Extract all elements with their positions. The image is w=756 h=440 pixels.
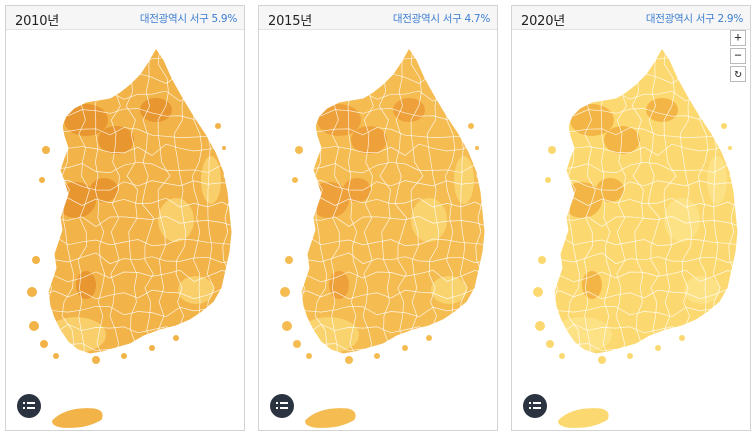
year-label: 2020년 xyxy=(521,14,566,29)
zoom-controls: + − ↻ xyxy=(730,30,746,84)
legend-list-icon xyxy=(23,402,35,409)
island-region xyxy=(215,123,221,129)
island-region xyxy=(27,287,37,297)
year-label: 2015년 xyxy=(268,14,313,29)
jeju-island xyxy=(304,407,357,429)
island-region xyxy=(728,146,732,150)
island-region xyxy=(280,287,290,297)
reset-view-button[interactable]: ↻ xyxy=(730,66,746,82)
island-region xyxy=(282,321,292,331)
panel-header: 2010년 대전광역시 서구 5.9% xyxy=(6,6,244,30)
district-region xyxy=(201,156,221,204)
zoom-in-button[interactable]: + xyxy=(730,30,746,46)
district-region xyxy=(393,98,425,122)
district-region xyxy=(98,126,134,154)
district-region xyxy=(351,126,387,154)
district-region xyxy=(317,104,361,136)
island-region xyxy=(39,177,45,183)
legend-button[interactable] xyxy=(17,394,41,418)
island-region xyxy=(559,353,565,359)
legend-button[interactable] xyxy=(523,394,547,418)
zoom-out-button[interactable]: − xyxy=(730,48,746,64)
legend-list-icon xyxy=(529,402,541,409)
district-region xyxy=(64,104,108,136)
korea-choropleth-map[interactable] xyxy=(512,30,750,430)
island-region xyxy=(538,256,546,264)
island-region xyxy=(292,177,298,183)
map-panel-2020: 2020년 대전광역시 서구 2.9% + − ↻ xyxy=(511,5,751,431)
district-region xyxy=(454,156,474,204)
district-region xyxy=(582,271,602,299)
island-region xyxy=(548,146,556,154)
year-label: 2010년 xyxy=(15,14,60,29)
panel-header: 2015년 대전광역시 서구 4.7% xyxy=(259,6,497,30)
island-region xyxy=(546,340,554,348)
island-region xyxy=(121,353,127,359)
district-region xyxy=(48,317,106,353)
panel-header: 2020년 대전광역시 서구 2.9% xyxy=(512,6,750,30)
island-region xyxy=(173,335,179,341)
island-region xyxy=(295,146,303,154)
district-region xyxy=(301,317,359,353)
island-region xyxy=(92,356,100,364)
legend-list-icon xyxy=(276,402,288,409)
island-region xyxy=(598,356,606,364)
island-region xyxy=(149,345,155,351)
island-region xyxy=(40,340,48,348)
island-region xyxy=(535,321,545,331)
selected-region-value: 대전광역시 서구 5.9% xyxy=(139,13,237,25)
district-region xyxy=(707,156,727,204)
korea-choropleth-map[interactable] xyxy=(6,30,244,430)
district-region xyxy=(646,98,678,122)
island-region xyxy=(679,335,685,341)
district-region xyxy=(431,276,467,304)
jeju-island xyxy=(557,407,610,429)
island-region xyxy=(345,356,353,364)
island-region xyxy=(293,340,301,348)
island-region xyxy=(285,256,293,264)
district-region xyxy=(140,98,172,122)
island-region xyxy=(32,256,40,264)
map-panel-2010: 2010년 대전광역시 서구 5.9% xyxy=(5,5,245,431)
district-region xyxy=(178,276,214,304)
island-region xyxy=(475,146,479,150)
jeju-island xyxy=(51,407,104,429)
district-region xyxy=(411,198,447,242)
island-region xyxy=(222,146,226,150)
island-region xyxy=(306,353,312,359)
district-region xyxy=(158,198,194,242)
island-region xyxy=(374,353,380,359)
korea-choropleth-map[interactable] xyxy=(259,30,497,430)
district-region xyxy=(684,276,720,304)
island-region xyxy=(533,287,543,297)
island-region xyxy=(627,353,633,359)
selected-region-value: 대전광역시 서구 2.9% xyxy=(645,13,743,25)
district-region xyxy=(664,198,700,242)
island-region xyxy=(402,345,408,351)
island-region xyxy=(42,146,50,154)
island-region xyxy=(53,353,59,359)
district-region xyxy=(570,104,614,136)
island-region xyxy=(721,123,727,129)
district-region xyxy=(329,271,349,299)
district-region xyxy=(604,126,640,154)
selected-region-value: 대전광역시 서구 4.7% xyxy=(392,13,490,25)
map-panel-2015: 2015년 대전광역시 서구 4.7% xyxy=(258,5,498,431)
island-region xyxy=(29,321,39,331)
legend-button[interactable] xyxy=(270,394,294,418)
island-region xyxy=(426,335,432,341)
island-region xyxy=(545,177,551,183)
island-region xyxy=(468,123,474,129)
district-region xyxy=(554,317,612,353)
district-region xyxy=(76,271,96,299)
island-region xyxy=(655,345,661,351)
